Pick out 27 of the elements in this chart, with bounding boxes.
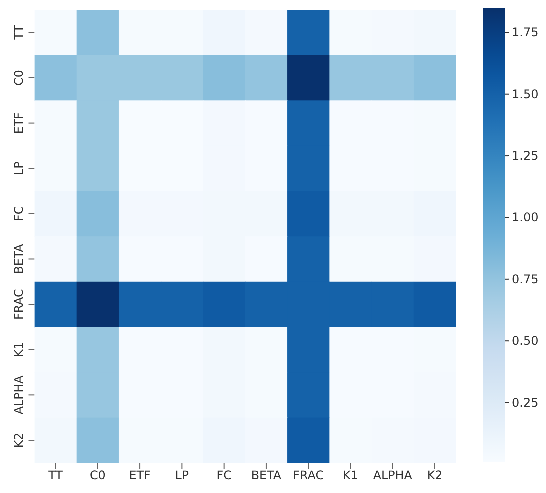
color-bar-label: 1.00 — [512, 210, 539, 225]
x-tick-label: C0 — [90, 468, 106, 483]
color-bar-label: 1.50 — [512, 87, 539, 102]
x-tick-label: FC — [216, 468, 232, 483]
y-tick-label: ALPHA — [12, 374, 26, 415]
x-tick-label: FRAC — [293, 468, 324, 483]
y-tick-label: C0 — [12, 70, 26, 86]
color-bar-label: 1.75 — [512, 26, 539, 40]
y-tick-label: K1 — [12, 342, 26, 358]
x-tick-label: TT — [48, 468, 64, 483]
x-tick-label: K1 — [343, 468, 358, 483]
y-tick-label: TT — [12, 24, 26, 41]
color-bar-label: 0.50 — [512, 334, 539, 348]
x-tick-label: K2 — [427, 468, 443, 483]
color-bar-label: 1.25 — [512, 149, 539, 164]
y-tick-label: K2 — [12, 432, 26, 448]
color-bar-label: 0.75 — [512, 272, 539, 286]
x-tick-label: BETA — [251, 468, 282, 483]
x-tick-label: LP — [175, 468, 190, 483]
y-tick-label: FC — [12, 206, 26, 222]
x-tick-label: ETF — [129, 468, 152, 483]
color-bar-label: 0.25 — [512, 396, 539, 410]
y-tick-label: ETF — [12, 112, 26, 134]
y-tick-label: LP — [12, 162, 26, 176]
y-tick-label: FRAC — [12, 289, 26, 320]
x-tick-label: ALPHA — [373, 468, 414, 483]
y-tick-label: BETA — [12, 243, 26, 274]
